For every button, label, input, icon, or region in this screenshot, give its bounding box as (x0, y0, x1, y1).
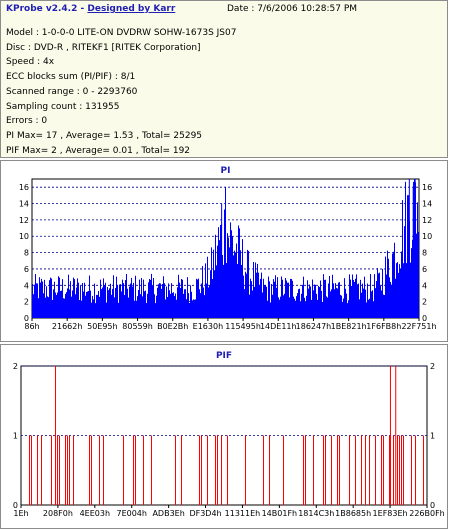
x-tick-label: 1B8685h (335, 509, 371, 518)
y-tick-label-right: 10 (422, 232, 432, 241)
info-label: Scanned range : (6, 86, 83, 97)
info-label: Sampling count : (6, 101, 86, 112)
info-line: Scanned range : 0 - 2293760 (6, 87, 137, 98)
y-tick-label-left: 0 (24, 314, 29, 323)
y-tick-label-right: 0 (422, 314, 427, 323)
x-tick-label: 1F6FB8h (366, 322, 401, 331)
y-tick-label-left: 16 (19, 183, 29, 192)
pi-chart-panel: PI 0 0 2 2 4 4 6 6 8 8 10 10 12 12 14 14 16 16 86h 21662h 50E… (0, 160, 448, 342)
y-tick-label-left: 0 (13, 501, 18, 510)
y-tick-label-right: 0 (430, 501, 435, 510)
info-value: 131955 (85, 101, 120, 112)
pi-bars (32, 179, 419, 318)
x-tick-label: 1Eh (13, 509, 28, 518)
y-tick-label-left: 1 (13, 432, 18, 441)
info-label: PI Max= (6, 130, 46, 141)
y-tick-label-right: 2 (422, 298, 427, 307)
info-line: Disc : DVD-R , RITEKF1 [RITEK Corporatio… (6, 43, 201, 54)
pif-bars (29, 366, 424, 505)
x-tick-label: 186247h (296, 322, 332, 331)
info-line: Speed : 4x (6, 57, 54, 68)
info-value: 8/1 (120, 72, 136, 83)
x-tick-label: B0E2Bh (157, 322, 188, 331)
info-line: Model : 1-0-0-0 LITE-ON DVDRW SOHW-1673S… (6, 28, 236, 39)
y-tick-label-left: 2 (13, 362, 18, 371)
chart-title: PIF (216, 351, 232, 361)
x-tick-label: 115495h (225, 322, 261, 331)
author-link[interactable]: Designed by Karr (87, 4, 176, 14)
x-tick-label: 226B0Fh (409, 509, 445, 518)
info-value: 0 (41, 116, 48, 127)
x-tick-label: 1EF83Eh (373, 509, 408, 518)
info-value: DVD-R , RITEKF1 [RITEK Corporation] (33, 42, 201, 53)
y-tick-label-right: 14 (422, 200, 432, 209)
x-tick-label: ADB3Eh (152, 509, 184, 518)
info-value: 2 , Average= 0.01 , Total= 192 (51, 145, 191, 156)
info-label: PIF Max= (6, 145, 52, 156)
app-name: KProbe v2.4.2 (6, 4, 78, 14)
app-title: KProbe v2.4.2 - Designed by Karr (6, 4, 175, 15)
x-tick-label: 7E004h (116, 509, 146, 518)
info-value: 4x (42, 57, 55, 68)
pi-chart: PI 0 0 2 2 4 4 6 6 8 8 10 10 12 12 14 14 16 16 86h 21662h 50E… (19, 166, 437, 331)
info-label: Model : (6, 28, 42, 38)
info-line: PIF Max= 2 , Average= 0.01 , Total= 192 (6, 146, 190, 157)
x-tick-label: DF3D4h (189, 509, 221, 518)
y-tick-label-left: 6 (24, 265, 29, 274)
y-tick-label-right: 12 (422, 216, 432, 225)
title-separator: - (77, 4, 88, 14)
info-line: PI Max= 17 , Average= 1.53 , Total= 2529… (6, 131, 202, 142)
y-tick-label-left: 8 (24, 249, 29, 258)
x-tick-label: 14DE11h (260, 322, 297, 331)
x-tick-label: 14B01Fh (262, 509, 298, 518)
x-tick-label: 50E95h (87, 322, 117, 331)
info-value: 0 - 2293760 (82, 86, 138, 97)
x-tick-label: 1814C3h (298, 509, 334, 518)
info-label: ECC blocks sum (PI/PIF) : (6, 72, 121, 83)
y-tick-label-right: 2 (430, 362, 435, 371)
info-label: Speed : (6, 57, 43, 68)
info-line: ECC blocks sum (PI/PIF) : 8/1 (6, 72, 135, 83)
y-tick-label-right: 8 (422, 249, 427, 258)
y-tick-label-right: 6 (422, 265, 427, 274)
info-value: 1-0-0-0 LITE-ON DVDRW SOHW-1673S JS07 (41, 28, 237, 38)
y-tick-label-right: 1 (430, 432, 435, 441)
info-value: 17 , Average= 1.53 , Total= 25295 (45, 130, 203, 141)
x-tick-label: E1630h (193, 322, 223, 331)
pif-chart-panel: PIF 0 0 1 1 2 2 1Eh 208F0h 4EE03h 7E004h ADB3Eh DF3D… (0, 344, 448, 529)
x-tick-label: 80559h (122, 322, 153, 331)
info-label: Errors : (6, 116, 42, 127)
x-tick-label: 208F0h (43, 509, 73, 518)
y-tick-label-left: 10 (19, 232, 29, 241)
date-label: Date : (227, 4, 255, 14)
info-label: Disc : (6, 42, 34, 53)
x-tick-label: 22F751h (401, 322, 436, 331)
scan-date: Date : 7/6/2006 10:28:57 PM (227, 4, 357, 14)
y-tick-label-right: 16 (422, 183, 432, 192)
y-tick-label-left: 14 (19, 200, 29, 209)
x-tick-label: 1BE821h (331, 322, 367, 331)
y-tick-label-right: 4 (422, 281, 427, 290)
y-tick-label-left: 2 (24, 298, 29, 307)
info-line: Errors : 0 (6, 116, 47, 127)
date-value: 7/6/2006 10:28:57 PM (257, 4, 358, 14)
info-panel: KProbe v2.4.2 - Designed by Karr Date : … (0, 0, 448, 158)
x-tick-label: 21662h (52, 322, 83, 331)
pif-chart: PIF 0 0 1 1 2 2 1Eh 208F0h 4EE03h 7E004h ADB3Eh DF3D… (13, 351, 445, 518)
x-tick-label: 4EE03h (80, 509, 110, 518)
x-tick-label: 86h (24, 322, 39, 331)
y-tick-label-left: 12 (19, 216, 29, 225)
y-tick-label-left: 4 (24, 281, 29, 290)
x-tick-label: 11311Eh (225, 509, 261, 518)
info-line: Sampling count : 131955 (6, 102, 120, 113)
chart-title: PI (221, 166, 231, 176)
